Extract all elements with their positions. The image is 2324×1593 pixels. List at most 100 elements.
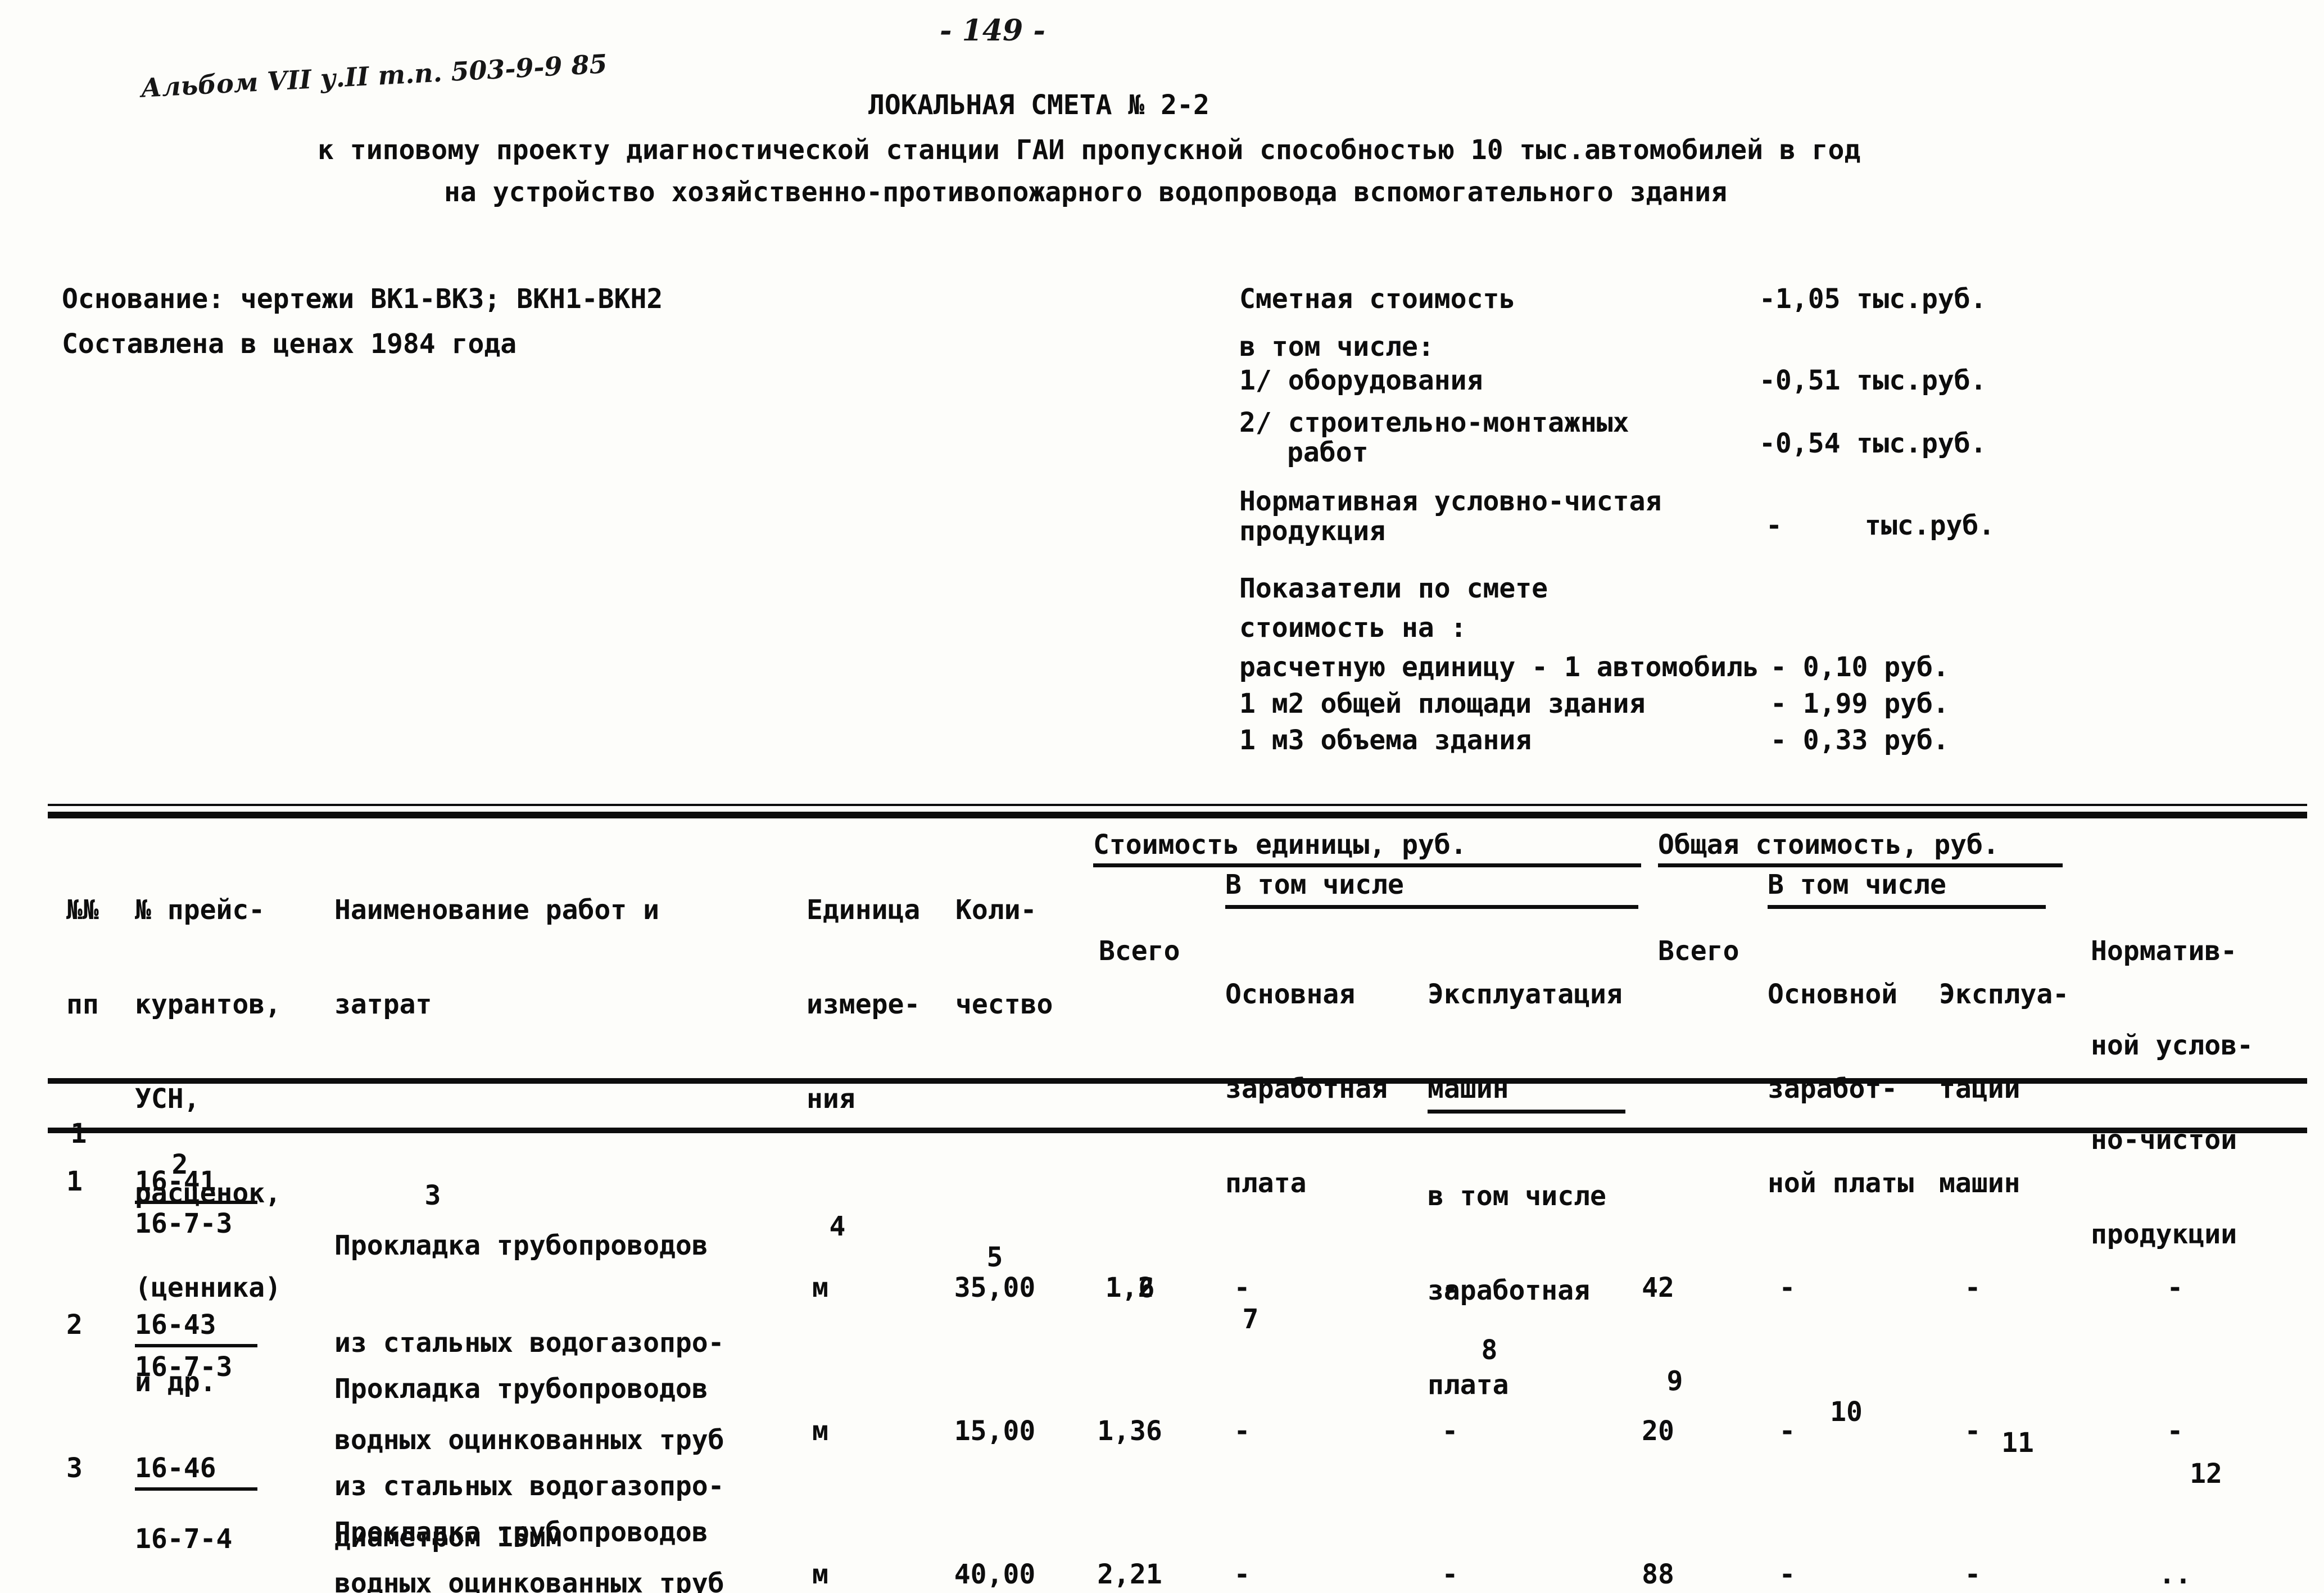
row-description: Прокладка трубопроводов из стальных водо… [334,1453,724,1593]
cell-quantity: 35,00 [954,1272,1036,1304]
row-ref-bottom: 16-7-3 [135,1351,233,1383]
cell-net-production: - [2167,1272,2183,1304]
net-production-label-line-1: Нормативная условно-чистая [1239,486,1662,517]
header-line: Всего [1099,935,1180,967]
net-production-unit: тыс.руб. [1865,510,1995,541]
header-line: в том числе [1428,1180,1606,1212]
album-note: Альбом VII у.II т.п. 503-9-9 85 [140,48,608,103]
subtitle-line-1: к типовому проекту диагностической станц… [318,134,1861,166]
header-line: машин [1939,1167,2021,1199]
header-line: Эксплуа- [1939,979,2069,1010]
ref-underlined: 16-43 [135,1310,257,1347]
cell-unit-wage: - [1234,1415,1251,1447]
header-line: Коли- [955,894,1037,926]
cell-unit-wage: - [1234,1559,1251,1590]
construction-label-line-2: работ [1287,437,1369,468]
header-col-total-basic-wage: Основной заработ- ной платы [1768,916,1914,1261]
header-group-unit-cost: Стоимость единицы, руб. [1093,830,1641,867]
cell-total: 42 [1642,1272,1674,1304]
construction-label-line-1: 2/ строительно-монтажных [1239,407,1629,438]
cell-unit-wage: - [1234,1272,1251,1304]
cell-total: 20 [1642,1415,1674,1447]
header-group-unit-including: В том числе [1225,870,1638,909]
row-number: 3 [66,1452,83,1484]
table-top-rule-thick [48,812,2307,818]
column-numbers-row: 1 2 3 4 5 6 7 8 9 10 11 12 [0,1088,2324,1490]
ref-underlined: 16-41 [135,1166,257,1204]
header-line: Основная [1225,979,1356,1010]
header-line: Норматив- [2091,935,2237,967]
header-line: ной услов- [2091,1030,2253,1061]
cell-unit-machines: - [1442,1559,1458,1590]
basis-line-2: Составлена в ценах 1984 года [62,328,517,360]
description-line: из стальных водогазопро- [334,1327,724,1359]
column-number: 1 [70,1118,87,1150]
header-col-total: Всего [1658,873,1755,1029]
header-group-total-including: В том числе [1768,870,2046,909]
header-line: затрат [334,989,432,1020]
cell-total-machines: - [1964,1272,1981,1304]
indicator-value: - 0,10 руб. [1770,651,1949,683]
header-col-npp: №№ пп [66,832,164,1083]
header-line: плата [1225,1167,1307,1199]
row-number: 1 [66,1166,83,1197]
indicators-heading-1: Показатели по смете [1239,573,1548,604]
column-number: 12 [2190,1458,2222,1490]
header-line: чество [955,989,1053,1020]
header-col-unit: Единица измере- ния [807,832,920,1177]
row-ref-bottom: 16-7-4 [135,1523,233,1555]
row-description: Прокладка трубопроводов из стальных водо… [334,1310,724,1593]
row-ref-top: 16-43 [135,1310,257,1347]
table-mid-rule [48,1078,2307,1084]
header-line: № прейс- [135,894,265,926]
indicator-value: - 1,99 руб. [1770,688,1949,719]
column-number: 10 [1830,1396,1863,1428]
cell-unit-machines: - [1442,1272,1458,1304]
description-line: из стальных водогазопро- [334,1470,724,1502]
table-colnum-rule [48,1128,2307,1133]
header-group-total-cost: Общая стоимость, руб. [1658,830,2063,867]
header-col-total-machines: Эксплуа- тации машин [1939,916,2069,1261]
basis-line-1: Основание: чертежи ВК1-ВК3; ВКН1-ВКН2 [62,283,663,315]
column-number: 6 [1138,1273,1155,1304]
table-row: 3 16-46 16-7-4 Прокладка трубопроводов и… [0,1453,2324,1593]
cell-unit: м [812,1272,828,1304]
cell-unit-machines: - [1442,1415,1458,1447]
table-top-rule-thin [48,804,2307,806]
row-description: Прокладка трубопроводов из стальных водо… [334,1166,724,1593]
header-col-work-name: Наименование работ и затрат [334,832,659,1083]
cell-total-machines: - [1964,1559,1981,1590]
equipment-label: 1/ оборудования [1239,365,1483,396]
description-line: водных оцинкованных труб [334,1568,724,1593]
equipment-value: -0,51 тыс.руб. [1759,365,1987,396]
row-ref-bottom: 16-7-3 [135,1208,233,1239]
description-line: Прокладка трубопроводов [334,1230,708,1261]
column-number: 11 [2001,1427,2034,1459]
indicator-label: расчетную единицу - 1 автомобиль [1239,651,1759,683]
cell-total-machines: - [1964,1415,1981,1447]
header-col-unit-total: Всего [1099,873,1196,1029]
header-line: Единица [807,894,921,926]
header-line: продукции [2091,1219,2237,1250]
indicator-value: - 0,33 руб. [1770,725,1949,756]
header-col-quantity: Коли- чество [955,832,1053,1083]
header-col-machine-operation: Эксплуатация машин в том числе заработна… [1428,916,1625,1463]
construction-value: -0,54 тыс.руб. [1759,428,1987,459]
cell-total-wage: - [1779,1559,1796,1590]
page-title: ЛОКАЛЬНАЯ СМЕТА № 2-2 [868,89,1209,121]
column-number: 4 [829,1211,846,1242]
column-number: 3 [424,1180,441,1211]
header-line: курантов, [135,989,282,1020]
column-number: 2 [171,1149,188,1180]
header-line: №№ [66,894,99,926]
net-production-dash: - [1766,510,1782,541]
header-line: УСН, [135,1083,200,1115]
header-line: и др. [135,1366,216,1398]
indicators-heading-2: стоимость на : [1239,612,1467,644]
column-number: 9 [1666,1365,1683,1397]
cell-quantity: 15,00 [954,1415,1036,1447]
header-col-pricelist: № прейс- курантов, УСН, расценок, (ценни… [135,832,281,1460]
header-line: Эксплуатация [1428,979,1623,1010]
column-number: 7 [1242,1304,1259,1335]
header-line: Основной [1768,979,1898,1010]
